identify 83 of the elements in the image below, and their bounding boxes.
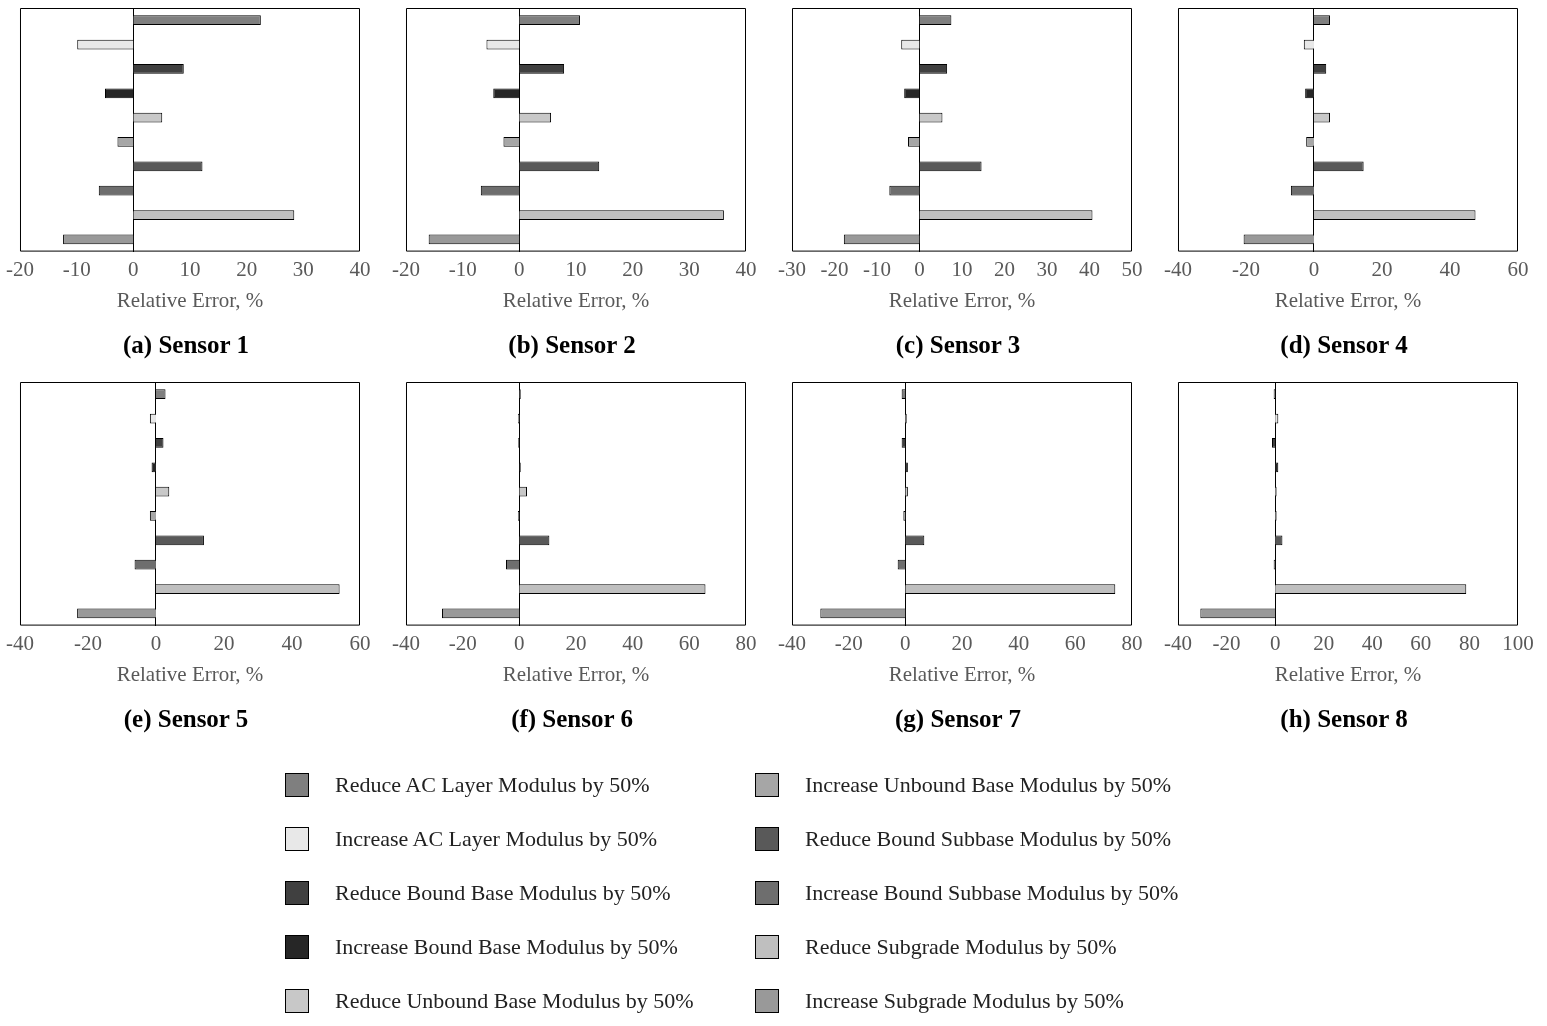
x-tick-label: 50 (1121, 256, 1143, 281)
x-tick-label: -10 (62, 256, 91, 281)
x-axis-title: Relative Error, % (116, 287, 264, 312)
legend-label: Increase Unbound Base Modulus by 50% (805, 772, 1171, 798)
legend-label: Increase Bound Subbase Modulus by 50% (805, 880, 1179, 906)
x-tick-label: 20 (565, 630, 587, 655)
x-tick-label: -20 (74, 630, 102, 655)
legend-label: Increase AC Layer Modulus by 50% (335, 826, 657, 852)
x-tick-label: 60 (1507, 256, 1529, 281)
x-axis-title: Relative Error, % (116, 661, 264, 686)
legend-label: Reduce Bound Subbase Modulus by 50% (805, 826, 1172, 852)
x-tick-label: 0 (1308, 256, 1320, 281)
x-tick-label: 10 (179, 256, 201, 281)
x-tick-label: 20 (213, 630, 235, 655)
x-tick-label: -20 (834, 630, 863, 655)
x-axis-title: Relative Error, % (888, 661, 1036, 686)
x-tick-label: 80 (735, 630, 757, 655)
x-tick-label: 60 (678, 630, 700, 655)
x-tick-label: 80 (1121, 630, 1143, 655)
x-axis-title: Relative Error, % (502, 661, 650, 686)
x-tick-label: 0 (900, 630, 911, 655)
text: (g) Sensor 7 (895, 705, 1021, 734)
x-tick-label: -40 (1164, 630, 1192, 655)
text: (d) Sensor 4 (1280, 331, 1409, 360)
x-axis-title: Relative Error, % (1274, 287, 1422, 312)
text: (f) Sensor 6 (511, 705, 633, 734)
legend-label: Increase Bound Base Modulus by 50% (335, 934, 678, 960)
x-tick-label: -20 (448, 630, 477, 655)
x-tick-label: -20 (820, 256, 849, 281)
x-tick-label: -40 (392, 630, 420, 655)
x-tick-label: -20 (1212, 630, 1241, 655)
x-tick-label: 0 (150, 630, 162, 655)
x-tick-label: 20 (1371, 256, 1393, 281)
x-tick-label: 10 (951, 256, 973, 281)
text: (e) Sensor 5 (123, 705, 249, 734)
x-tick-label: 40 (735, 256, 757, 281)
x-tick-label: -20 (392, 256, 420, 281)
x-tick-label: 100 (1502, 630, 1534, 655)
x-tick-label: 30 (1036, 256, 1058, 281)
x-tick-label: 40 (1079, 256, 1100, 281)
x-tick-label: 80 (1458, 630, 1480, 655)
text: (h) Sensor 8 (1280, 705, 1408, 734)
x-tick-label: 20 (1313, 630, 1335, 655)
x-axis-title: Relative Error, % (502, 287, 650, 312)
legend-label: Reduce Unbound Base Modulus by 50% (335, 988, 694, 1014)
x-tick-label: 40 (349, 256, 371, 281)
x-tick-label: 30 (678, 256, 700, 281)
text: (a) Sensor 1 (123, 331, 249, 360)
x-tick-label: 0 (128, 256, 139, 281)
text: (b) Sensor 2 (508, 331, 636, 360)
x-tick-label: 60 (349, 630, 371, 655)
x-tick-label: -10 (448, 256, 477, 281)
x-tick-label: 30 (292, 256, 314, 281)
x-tick-label: -30 (778, 256, 806, 281)
x-tick-label: 0 (1269, 630, 1281, 655)
x-tick-label: 0 (514, 256, 525, 281)
x-axis-title: Relative Error, % (888, 287, 1036, 312)
x-tick-label: 0 (514, 630, 525, 655)
x-tick-label: 0 (914, 256, 925, 281)
x-tick-label: -40 (778, 630, 806, 655)
x-tick-label: 40 (1361, 630, 1383, 655)
x-tick-label: -20 (6, 256, 34, 281)
x-tick-label: -40 (6, 630, 34, 655)
x-tick-label: 10 (565, 256, 587, 281)
x-tick-label: -20 (1232, 256, 1260, 281)
x-tick-label: 40 (1008, 630, 1030, 655)
x-tick-label: 20 (994, 256, 1015, 281)
x-tick-label: 40 (281, 630, 303, 655)
legend-label: Increase Subgrade Modulus by 50% (805, 988, 1124, 1014)
x-tick-label: 20 (951, 630, 973, 655)
x-tick-label: 20 (236, 256, 258, 281)
legend-label: Reduce AC Layer Modulus by 50% (335, 772, 650, 798)
x-tick-label: 60 (1064, 630, 1086, 655)
x-tick-label: -40 (1164, 256, 1192, 281)
legend-label: Reduce Subgrade Modulus by 50% (805, 934, 1117, 960)
x-tick-label: -10 (863, 256, 891, 281)
x-tick-label: 40 (1439, 256, 1461, 281)
legend-label: Reduce Bound Base Modulus by 50% (335, 880, 671, 906)
x-axis-title: Relative Error, % (1274, 661, 1422, 686)
text: (c) Sensor 3 (895, 331, 1021, 360)
x-tick-label: 60 (1410, 630, 1432, 655)
x-tick-label: 40 (622, 630, 644, 655)
x-tick-label: 20 (622, 256, 644, 281)
